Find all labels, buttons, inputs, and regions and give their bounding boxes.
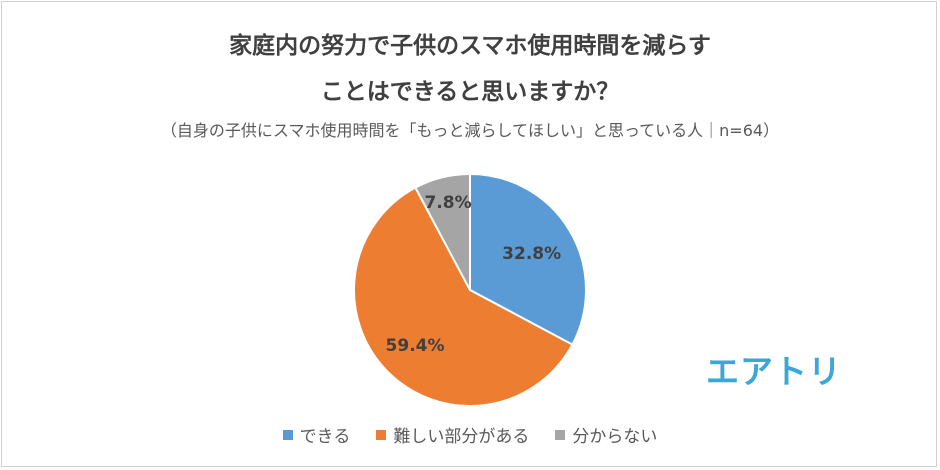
chart-subtitle: （自身の子供にスマホ使用時間を「もっと減らしてほしい」と思っている人｜n=64） (160, 121, 780, 140)
legend-swatch-2 (555, 429, 566, 440)
legend-label-1: 難しい部分がある (393, 427, 530, 447)
legend-item-1: 難しい部分がある (376, 422, 529, 447)
legend-swatch-0 (282, 429, 293, 440)
legend-label-2: 分からない (572, 427, 658, 447)
pie-data-label-0: 32.8% (502, 244, 561, 264)
legend-item-0: できる (282, 422, 351, 447)
legend-swatch-1 (376, 429, 387, 440)
chart-title-line2: ことはできると思いますか？ (320, 79, 620, 105)
pie-slice-1 (353, 186, 574, 407)
legend: できる 難しい部分がある 分からない (0, 422, 940, 447)
pie-data-label-1: 59.4% (386, 336, 445, 356)
legend-item-2: 分からない (555, 422, 657, 447)
pie-slice-2 (414, 172, 471, 291)
airtrip-logo: エアトリ (706, 352, 842, 391)
pie-data-label-2: 7.8% (424, 193, 471, 213)
pie-slice-0 (469, 172, 587, 346)
legend-label-0: できる (299, 427, 351, 447)
chart-title-line1: 家庭内の努力で子供のスマホ使用時間を減らす (229, 33, 711, 59)
